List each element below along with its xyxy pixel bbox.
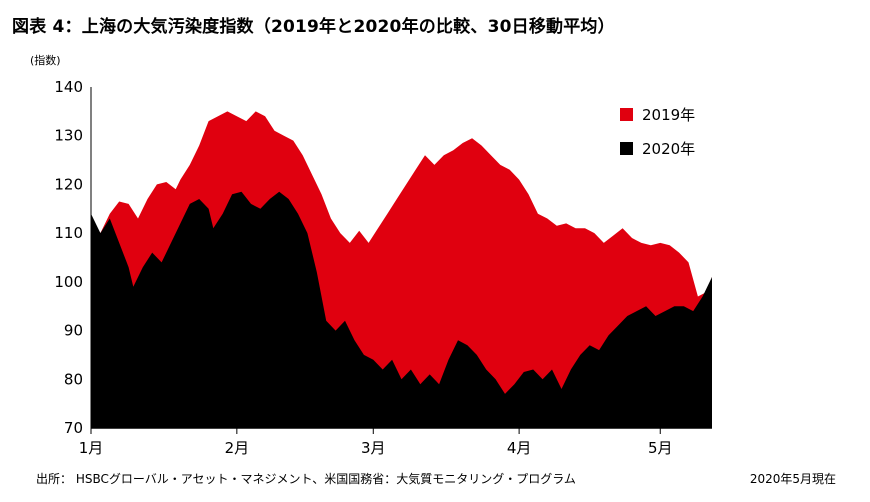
chart-svg: 70 80 90 100 110 120 130 140 1月 2月 3月 4月 5月 2019年 2020… [54, 78, 712, 457]
legend-label-1: 2020年 [642, 140, 695, 158]
y-tick-label-3: 100 [54, 273, 83, 291]
y-tick-label-2: 90 [64, 322, 83, 340]
x-tick-label-0: 1月 [79, 439, 104, 457]
y-tick-label-4: 110 [54, 224, 83, 242]
chart-title: 図表 4：上海の大気汚染度指数（2019年と2020年の比較、30日移動平均） [12, 17, 615, 37]
y-tick-label-0: 70 [64, 419, 83, 437]
series-area-1 [91, 191, 712, 428]
y-axis-label: (指数) [30, 54, 61, 67]
footer-source: 出所： HSBCグローバル・アセット・マネジメント、米国国務省：大気質モニタリン… [36, 472, 576, 486]
y-tick-label-6: 130 [54, 127, 83, 145]
legend-label-0: 2019年 [642, 106, 695, 124]
x-tick-label-2: 3月 [361, 439, 386, 457]
y-tick-label-1: 80 [64, 370, 83, 388]
legend-swatch-0 [620, 108, 633, 121]
y-tick-label-7: 140 [54, 78, 83, 96]
footer-date: 2020年5月現在 [749, 472, 836, 486]
x-tick-label-1: 2月 [225, 439, 250, 457]
y-tick-label-5: 120 [54, 175, 83, 193]
x-tick-label-4: 5月 [648, 439, 673, 457]
legend-swatch-1 [620, 142, 633, 155]
x-tick-label-3: 4月 [507, 439, 532, 457]
